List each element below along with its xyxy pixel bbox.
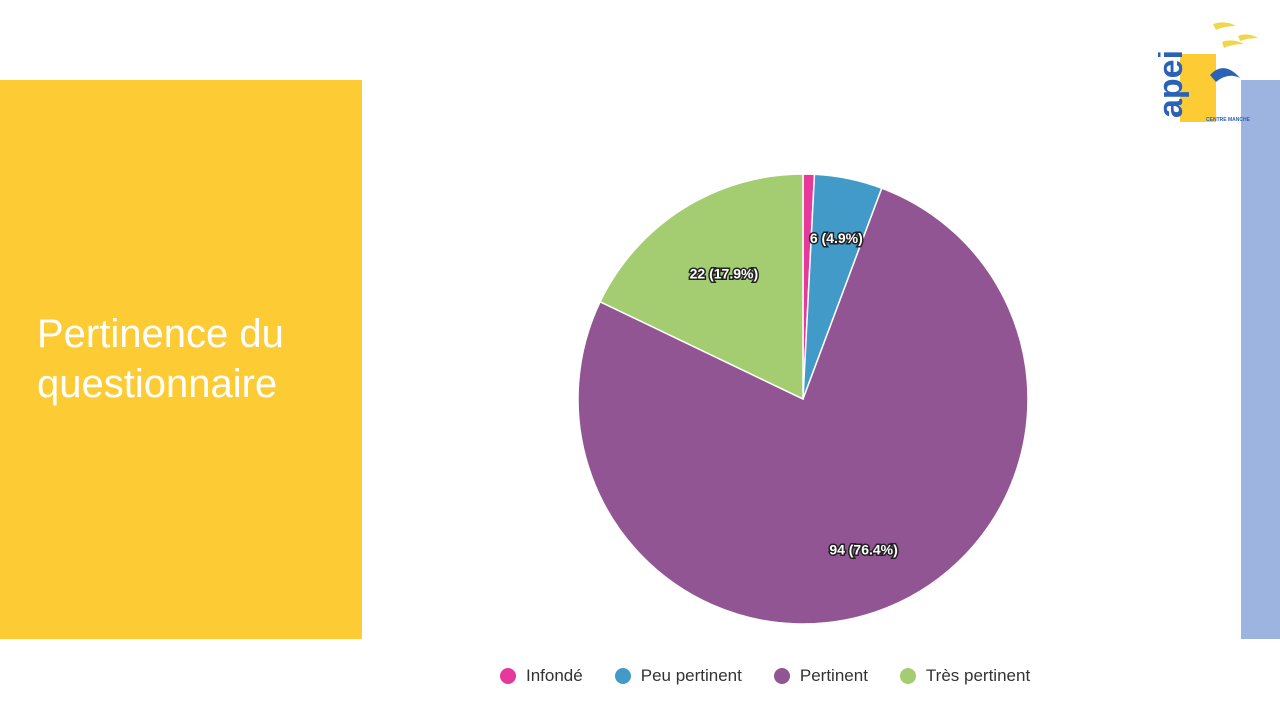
data-label-tres-pertinent: 22 (17.9%) — [690, 265, 758, 281]
logo-bird-icon-3 — [1238, 34, 1258, 41]
legend-swatch — [500, 668, 516, 684]
pie-slices — [577, 173, 1029, 625]
pie-labels: 6 (4.9%) 94 (76.4%) 22 (17.9%) — [688, 229, 899, 559]
logo-figure-icon — [1210, 68, 1240, 82]
legend-label: Infondé — [526, 666, 583, 685]
legend-swatch — [614, 668, 631, 684]
legend-item-pertinent[interactable]: Pertinent — [773, 666, 868, 686]
logo-subtitle: CENTRE MANCHE — [1206, 117, 1251, 123]
title-panel — [0, 80, 362, 639]
legend-label: Très pertinent — [925, 666, 1031, 685]
legend-item-peu-pertinent[interactable]: Peu pertinent — [614, 666, 742, 686]
logo-bird-icon — [1213, 22, 1236, 30]
logo-bird-icon-2 — [1222, 40, 1244, 48]
legend-label: Peu pertinent — [640, 666, 742, 685]
pie-chart: 6 (4.9%) 94 (76.4%) 22 (17.9%) — [577, 173, 1029, 625]
chart-legend: Infondé Peu pertinent Pertinent Très per… — [500, 664, 1062, 688]
pie-slice-tres-pertinent[interactable] — [599, 173, 804, 401]
legend-swatch — [773, 668, 790, 684]
logo-wordmark: apei — [1158, 50, 1190, 118]
legend-swatch — [899, 668, 916, 684]
slide-title: Pertinence du questionnaire — [37, 312, 284, 406]
accent-bar — [1241, 80, 1280, 639]
apei-logo: apei CENTRE MANCHE — [1158, 22, 1258, 123]
legend-item-infonde[interactable]: Infondé — [500, 666, 583, 686]
legend-item-tres-pertinent[interactable]: Très pertinent — [899, 666, 1031, 686]
data-label-peu-pertinent: 6 (4.9%) — [810, 230, 863, 246]
legend-label: Pertinent — [799, 666, 868, 685]
logo-yellow-block — [1180, 54, 1216, 122]
pie-slice-pertinent[interactable] — [577, 187, 1029, 625]
data-label-pertinent: 94 (76.4%) — [829, 541, 897, 557]
